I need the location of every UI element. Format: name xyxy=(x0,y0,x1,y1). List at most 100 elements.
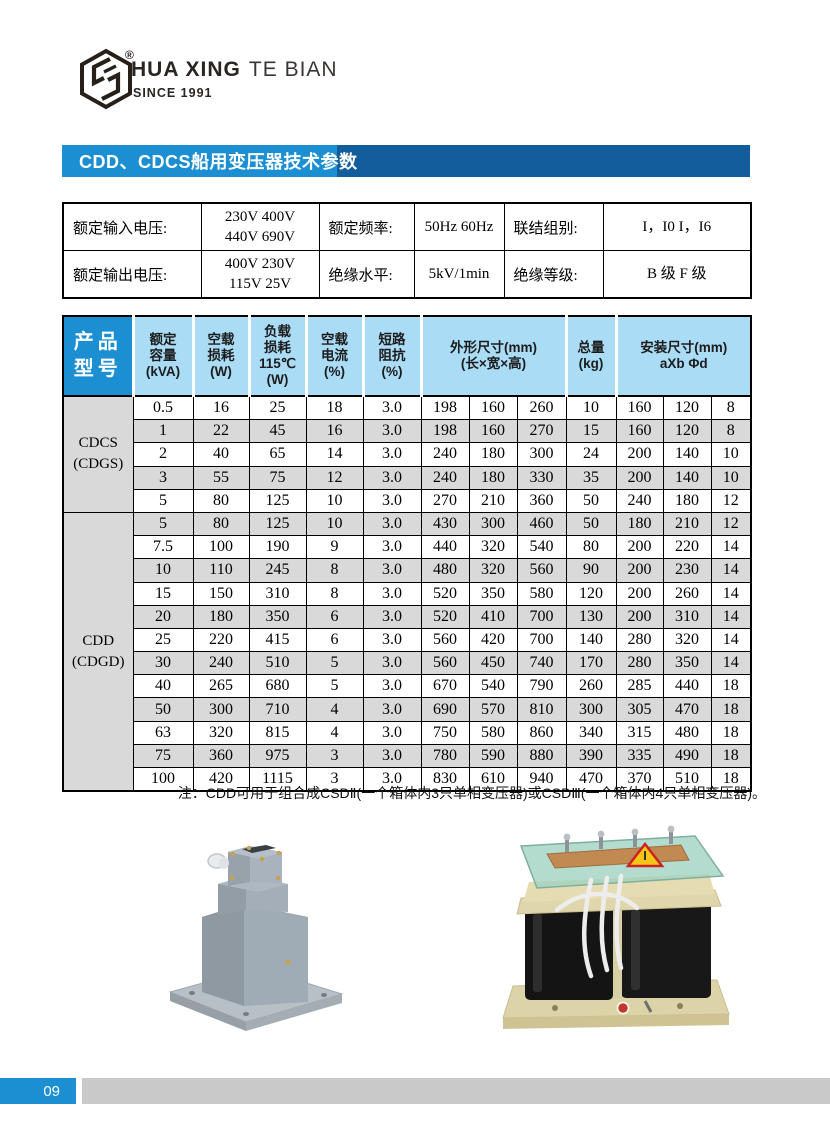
data-cell: 80 xyxy=(192,511,250,537)
data-cell: 3.0 xyxy=(362,419,422,444)
data-cell: 200 xyxy=(615,581,664,606)
data-cell: 260 xyxy=(662,581,712,606)
section-title: CDD、CDCS船用变压器技术参数 xyxy=(79,152,358,172)
data-cell: 3.0 xyxy=(362,511,422,537)
data-cell: 3.0 xyxy=(362,720,422,745)
data-cell: 15 xyxy=(565,419,617,444)
data-cell: 510 xyxy=(662,767,712,792)
data-cell: 1115 xyxy=(248,767,307,792)
data-cell: 740 xyxy=(516,651,567,676)
data-cell: 700 xyxy=(516,627,567,653)
data-cell: 9 xyxy=(305,535,364,560)
data-cell: 120 xyxy=(565,581,617,606)
data-cell: 200 xyxy=(615,442,664,467)
data-cell: 200 xyxy=(615,558,664,583)
data-cell: 830 xyxy=(420,767,470,792)
data-cell: 370 xyxy=(615,767,664,792)
data-cell: 15 xyxy=(132,581,194,606)
data-cell: 140 xyxy=(662,465,712,490)
data-cell: 180 xyxy=(468,465,518,490)
data-cell: 240 xyxy=(192,651,250,676)
col-header-dimensions: 外形尺寸(mm) (长×宽×高) xyxy=(419,316,566,397)
data-cell: 220 xyxy=(192,627,250,653)
data-cell: 198 xyxy=(420,419,470,444)
data-cell: 390 xyxy=(565,743,617,769)
data-cell: 180 xyxy=(192,604,250,629)
data-cell: 410 xyxy=(468,604,518,629)
col-header-noload-current: 空载 电流 (%) xyxy=(304,316,363,397)
huaxing-hexagon-logo-icon xyxy=(80,48,132,110)
data-cell: 75 xyxy=(248,465,307,490)
data-cell: 22 xyxy=(192,419,250,444)
table-row: CDD (CDGD) 5 80 125 10 3.0 430 300 460 50 180 210 12 xyxy=(62,511,752,792)
data-cell: 12 xyxy=(305,465,364,490)
data-cell: 18 xyxy=(710,674,752,699)
data-cell: 315 xyxy=(615,720,664,745)
data-cell: 430 xyxy=(420,511,470,537)
data-cell: 10 xyxy=(710,465,752,490)
data-cell: 20 xyxy=(132,604,194,629)
data-cell: 520 xyxy=(420,604,470,629)
data-cell: 14 xyxy=(710,535,752,560)
data-cell: 790 xyxy=(516,674,567,699)
data-cell: 240 xyxy=(615,488,664,513)
data-cell: 700 xyxy=(516,604,567,629)
data-cell: 810 xyxy=(516,697,567,722)
data-cell: 120 xyxy=(662,395,712,421)
data-cell: 360 xyxy=(516,488,567,513)
data-cell: 560 xyxy=(420,627,470,653)
registered-mark: ® xyxy=(125,48,134,62)
data-cell: 670 xyxy=(420,674,470,699)
rated-output-voltage-value: 400V 230V 115V 25V xyxy=(200,250,320,299)
data-cell: 2 xyxy=(132,442,194,467)
data-cell: 540 xyxy=(516,535,567,560)
col-header-weight: 总量 (kg) xyxy=(564,316,616,397)
data-cell: 3.0 xyxy=(362,581,422,606)
table-row: CDCS (CDGS) 0.5 16 25 18 3.0 198 160 260 10 160 120… xyxy=(62,395,752,513)
data-cell: 280 xyxy=(615,627,664,653)
data-cell: 490 xyxy=(662,743,712,769)
data-cell: 160 xyxy=(615,395,664,421)
data-cell: 100 xyxy=(132,767,194,792)
data-cell: 120 xyxy=(662,419,712,444)
data-cell: 50 xyxy=(132,697,194,722)
table-row: 10 110 245 8 3.0 480 320 560 90 200 230 14 xyxy=(63,558,752,583)
data-cell: 16 xyxy=(305,419,364,444)
data-cell: 1 xyxy=(132,419,194,444)
footer-bar xyxy=(82,1078,830,1104)
data-cell: 310 xyxy=(248,581,307,606)
data-cell: 14 xyxy=(710,604,752,629)
header-row: 产品 型号 额定 容量 (kVA) 空载 损耗 (W) 负载 损耗 115℃ (… xyxy=(63,316,752,397)
data-cell: 230 xyxy=(662,558,712,583)
data-cell: 8 xyxy=(305,581,364,606)
rated-input-voltage-label: 额定输入电压: xyxy=(62,202,202,251)
data-cell: 590 xyxy=(468,743,518,769)
table-row: 5 80 125 10 3.0 270 210 360 50 240 180 12 xyxy=(63,488,752,513)
data-cell: 3 xyxy=(305,767,364,792)
data-cell: 5 xyxy=(132,488,194,513)
rated-frequency-label: 额定频率: xyxy=(318,202,415,251)
data-cell: 50 xyxy=(565,511,617,537)
data-cell: 320 xyxy=(468,558,518,583)
data-cell: 460 xyxy=(516,511,567,537)
data-cell: 3.0 xyxy=(362,697,422,722)
table-row: 30 240 510 5 3.0 560 450 740 170 280 350 14 xyxy=(63,651,752,676)
data-cell: 350 xyxy=(662,651,712,676)
data-cell: 7.5 xyxy=(132,535,194,560)
data-cell: 65 xyxy=(248,442,307,467)
insulation-level-value: 5kV/1min xyxy=(413,250,505,299)
table-row: 75 360 975 3 3.0 780 590 880 390 335 490 18 xyxy=(63,743,752,769)
data-cell: 63 xyxy=(132,720,194,745)
data-cell: 305 xyxy=(615,697,664,722)
table-row: 额定输出电压: 400V 230V 115V 25V 绝缘水平: 5kV/1mi… xyxy=(62,250,752,299)
data-cell: 14 xyxy=(305,442,364,467)
data-cell: 12 xyxy=(710,488,752,513)
data-cell: 560 xyxy=(420,651,470,676)
data-cell: 220 xyxy=(662,535,712,560)
page-number: 09 xyxy=(43,1082,60,1100)
table-row: 63 320 815 4 3.0 750 580 860 340 315 480 18 xyxy=(63,720,752,745)
data-cell: 350 xyxy=(468,581,518,606)
data-cell: 580 xyxy=(468,720,518,745)
table-row: 7.5 100 190 9 3.0 440 320 540 80 200 220 14 xyxy=(63,535,752,560)
data-cell: 300 xyxy=(516,442,567,467)
